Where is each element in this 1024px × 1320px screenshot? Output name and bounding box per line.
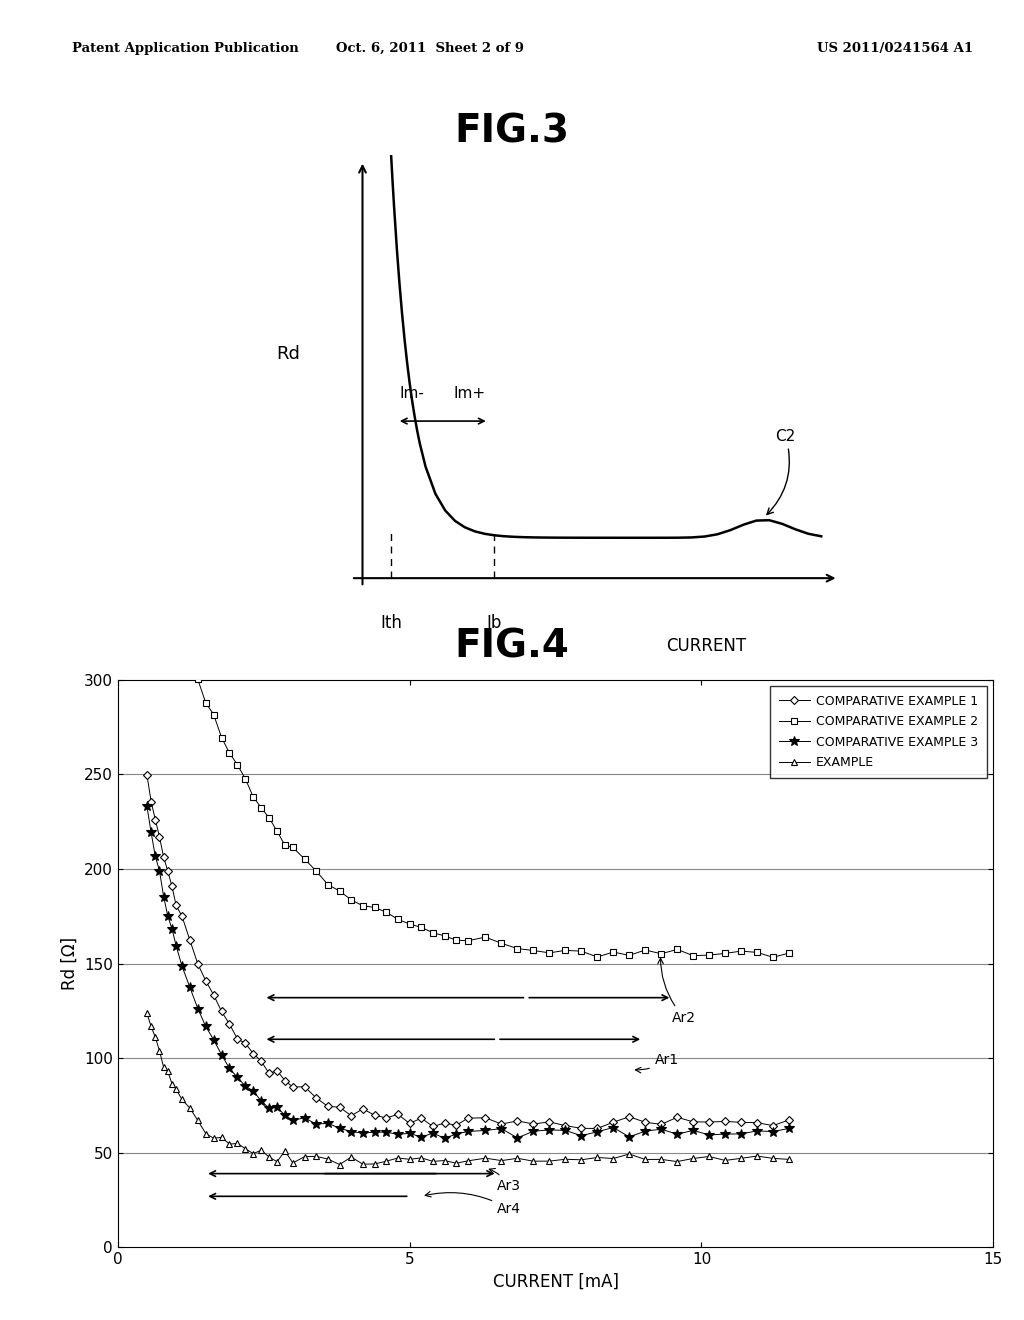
- Y-axis label: Rd [Ω]: Rd [Ω]: [60, 937, 79, 990]
- Text: Ith: Ith: [380, 614, 402, 632]
- Text: Oct. 6, 2011  Sheet 2 of 9: Oct. 6, 2011 Sheet 2 of 9: [336, 42, 524, 55]
- Text: FIG.4: FIG.4: [455, 627, 569, 665]
- Text: Rd: Rd: [276, 345, 300, 363]
- Text: Im+: Im+: [454, 385, 485, 401]
- Text: FIG.3: FIG.3: [455, 112, 569, 150]
- X-axis label: CURRENT [mA]: CURRENT [mA]: [493, 1272, 618, 1291]
- Text: Ar4: Ar4: [425, 1192, 521, 1216]
- Text: Patent Application Publication: Patent Application Publication: [72, 42, 298, 55]
- Text: US 2011/0241564 A1: US 2011/0241564 A1: [817, 42, 973, 55]
- Text: Ar1: Ar1: [636, 1052, 679, 1073]
- Text: Im-: Im-: [399, 385, 425, 401]
- Text: Ar2: Ar2: [657, 958, 696, 1024]
- Text: Ib: Ib: [486, 614, 502, 632]
- Legend: COMPARATIVE EXAMPLE 1, COMPARATIVE EXAMPLE 2, COMPARATIVE EXAMPLE 3, EXAMPLE: COMPARATIVE EXAMPLE 1, COMPARATIVE EXAMP…: [770, 686, 987, 777]
- Text: Ar3: Ar3: [489, 1168, 521, 1193]
- Text: CURRENT: CURRENT: [667, 636, 746, 655]
- Text: C2: C2: [767, 429, 796, 515]
